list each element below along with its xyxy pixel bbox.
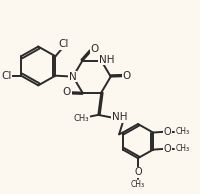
Text: Cl: Cl xyxy=(58,39,69,49)
Text: O: O xyxy=(164,127,171,137)
Text: CH₃: CH₃ xyxy=(74,114,89,123)
Text: CH₃: CH₃ xyxy=(175,144,189,153)
Text: O: O xyxy=(134,167,142,177)
Text: Cl: Cl xyxy=(1,71,11,81)
Text: N: N xyxy=(69,72,76,82)
Text: CH₃: CH₃ xyxy=(175,127,189,136)
Text: NH: NH xyxy=(99,55,114,65)
Text: O: O xyxy=(164,144,171,154)
Text: O: O xyxy=(90,44,98,54)
Text: O: O xyxy=(63,87,71,97)
Text: O: O xyxy=(122,71,130,81)
Text: CH₃: CH₃ xyxy=(131,180,145,189)
Text: NH: NH xyxy=(112,112,127,122)
